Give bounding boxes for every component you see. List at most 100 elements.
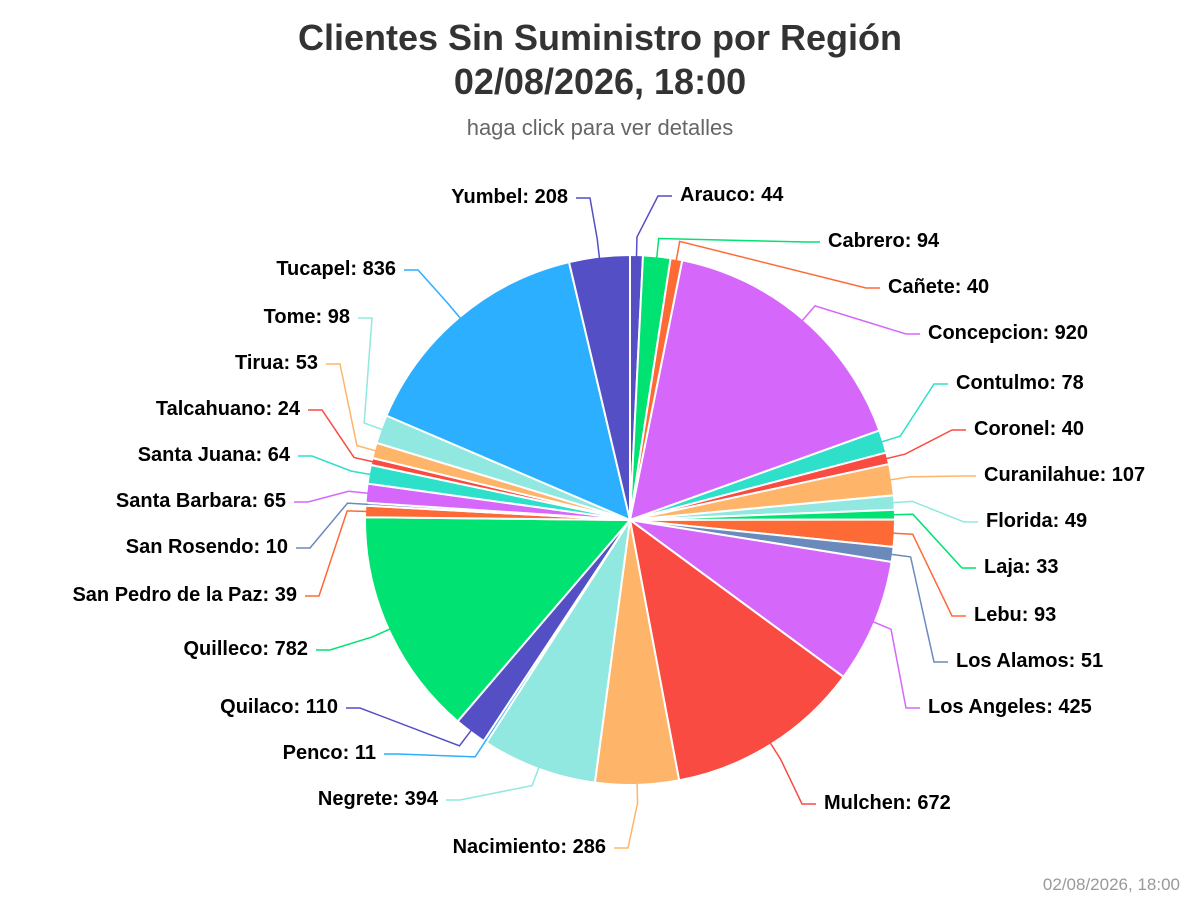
data-label: Arauco: 44 [680, 184, 784, 206]
label-name: Concepcion [928, 322, 1042, 344]
label-name: Arauco [680, 184, 749, 206]
data-label: Concepcion: 920 [928, 322, 1088, 344]
data-label: Lebu: 93 [974, 604, 1056, 626]
connector [346, 707, 473, 747]
label-name: San Rosendo [126, 536, 254, 558]
data-label: Quilaco: 110 [220, 696, 338, 718]
data-label: Los Angeles: 425 [928, 696, 1092, 718]
label-value: : 93 [1022, 604, 1056, 626]
label-value: : 65 [252, 490, 286, 512]
label-name: Quilaco [220, 696, 293, 718]
label-name: Yumbel [451, 186, 522, 208]
data-label: Negrete: 394 [318, 788, 439, 810]
label-value: : 24 [266, 398, 301, 420]
connector [614, 781, 639, 849]
label-name: Santa Juana [138, 444, 257, 466]
label-name: Los Angeles [928, 696, 1046, 718]
data-label: Florida: 49 [986, 510, 1087, 532]
label-value: : 44 [749, 184, 784, 206]
connector [675, 240, 880, 289]
label-name: Penco [283, 742, 343, 764]
connector [891, 500, 978, 523]
label-name: Contulmo [956, 372, 1049, 394]
label-value: : 40 [955, 276, 989, 298]
connector [308, 409, 375, 463]
label-value: : 64 [256, 444, 291, 466]
label-name: Cañete [888, 276, 955, 298]
label-value: : 836 [350, 258, 396, 280]
data-label: Curanilahue: 107 [984, 464, 1145, 486]
label-value: : 53 [284, 352, 318, 374]
label-name: Florida [986, 510, 1054, 532]
label-value: : 40 [1050, 418, 1084, 440]
label-value: : 94 [905, 230, 940, 252]
connector [871, 620, 920, 709]
label-value: : 10 [254, 536, 288, 558]
pie [364, 254, 897, 786]
label-value: : 33 [1024, 556, 1058, 578]
data-label: Santa Juana: 64 [138, 444, 291, 466]
label-name: Quilleco [184, 638, 263, 660]
connector [576, 197, 601, 260]
label-value: : 110 [294, 696, 338, 718]
connector [296, 502, 369, 549]
connector [358, 317, 385, 431]
data-label: Nacimiento: 286 [453, 836, 606, 858]
connector [879, 383, 948, 444]
label-name: Mulchen [824, 792, 905, 814]
label-name: Cabrero [828, 230, 905, 252]
label-name: San Pedro de la Paz [72, 584, 262, 606]
label-value: : 782 [262, 638, 308, 660]
data-label: Santa Barbara: 65 [116, 490, 286, 512]
label-value: : 920 [1042, 322, 1088, 344]
connector [891, 532, 966, 617]
label-name: Los Alamos [956, 650, 1069, 672]
connector [298, 455, 373, 476]
connector [768, 741, 816, 805]
label-name: Santa Barbara [116, 490, 252, 512]
data-label: Tome: 98 [264, 306, 350, 328]
label-name: Lebu [974, 604, 1022, 626]
connector [305, 510, 369, 597]
connector [294, 490, 370, 503]
label-name: Negrete [318, 788, 392, 810]
chart-title: Clientes Sin Suministro por Región [298, 17, 902, 58]
label-value: : 286 [560, 836, 606, 858]
data-label: Yumbel: 208 [451, 186, 568, 208]
label-value: : 49 [1053, 510, 1087, 532]
data-label: Talcahuano: 24 [156, 398, 301, 420]
data-label: Tirua: 53 [235, 352, 318, 374]
label-value: : 51 [1069, 650, 1103, 672]
data-label: San Rosendo: 10 [126, 536, 288, 558]
connector [635, 195, 672, 259]
label-name: Nacimiento [453, 836, 561, 858]
data-label: Penco: 11 [283, 742, 376, 764]
connector [404, 269, 462, 320]
connector [655, 237, 820, 260]
label-value: : 98 [316, 306, 350, 328]
label-value: : 78 [1049, 372, 1083, 394]
label-value: : 39 [263, 584, 297, 606]
data-label: Cañete: 40 [888, 276, 989, 298]
label-name: Tome [264, 306, 316, 328]
label-value: : 107 [1100, 464, 1146, 486]
data-label: Mulchen: 672 [824, 792, 951, 814]
credits: 02/08/2026, 18:00 [1043, 875, 1180, 894]
data-label: Coronel: 40 [974, 418, 1084, 440]
connector [800, 304, 920, 335]
data-label: Tucapel: 836 [276, 258, 396, 280]
label-name: Laja [984, 556, 1025, 578]
label-name: Coronel [974, 418, 1050, 440]
connector [316, 627, 392, 651]
connector [884, 429, 966, 460]
connector [446, 765, 541, 801]
connector [888, 475, 976, 481]
chart-title: 02/08/2026, 18:00 [454, 61, 746, 102]
label-value: : 11 [343, 742, 376, 764]
label-name: Tirua [235, 352, 284, 374]
data-label: Cabrero: 94 [828, 230, 940, 252]
connector [326, 363, 378, 452]
data-label: San Pedro de la Paz: 39 [72, 584, 297, 606]
